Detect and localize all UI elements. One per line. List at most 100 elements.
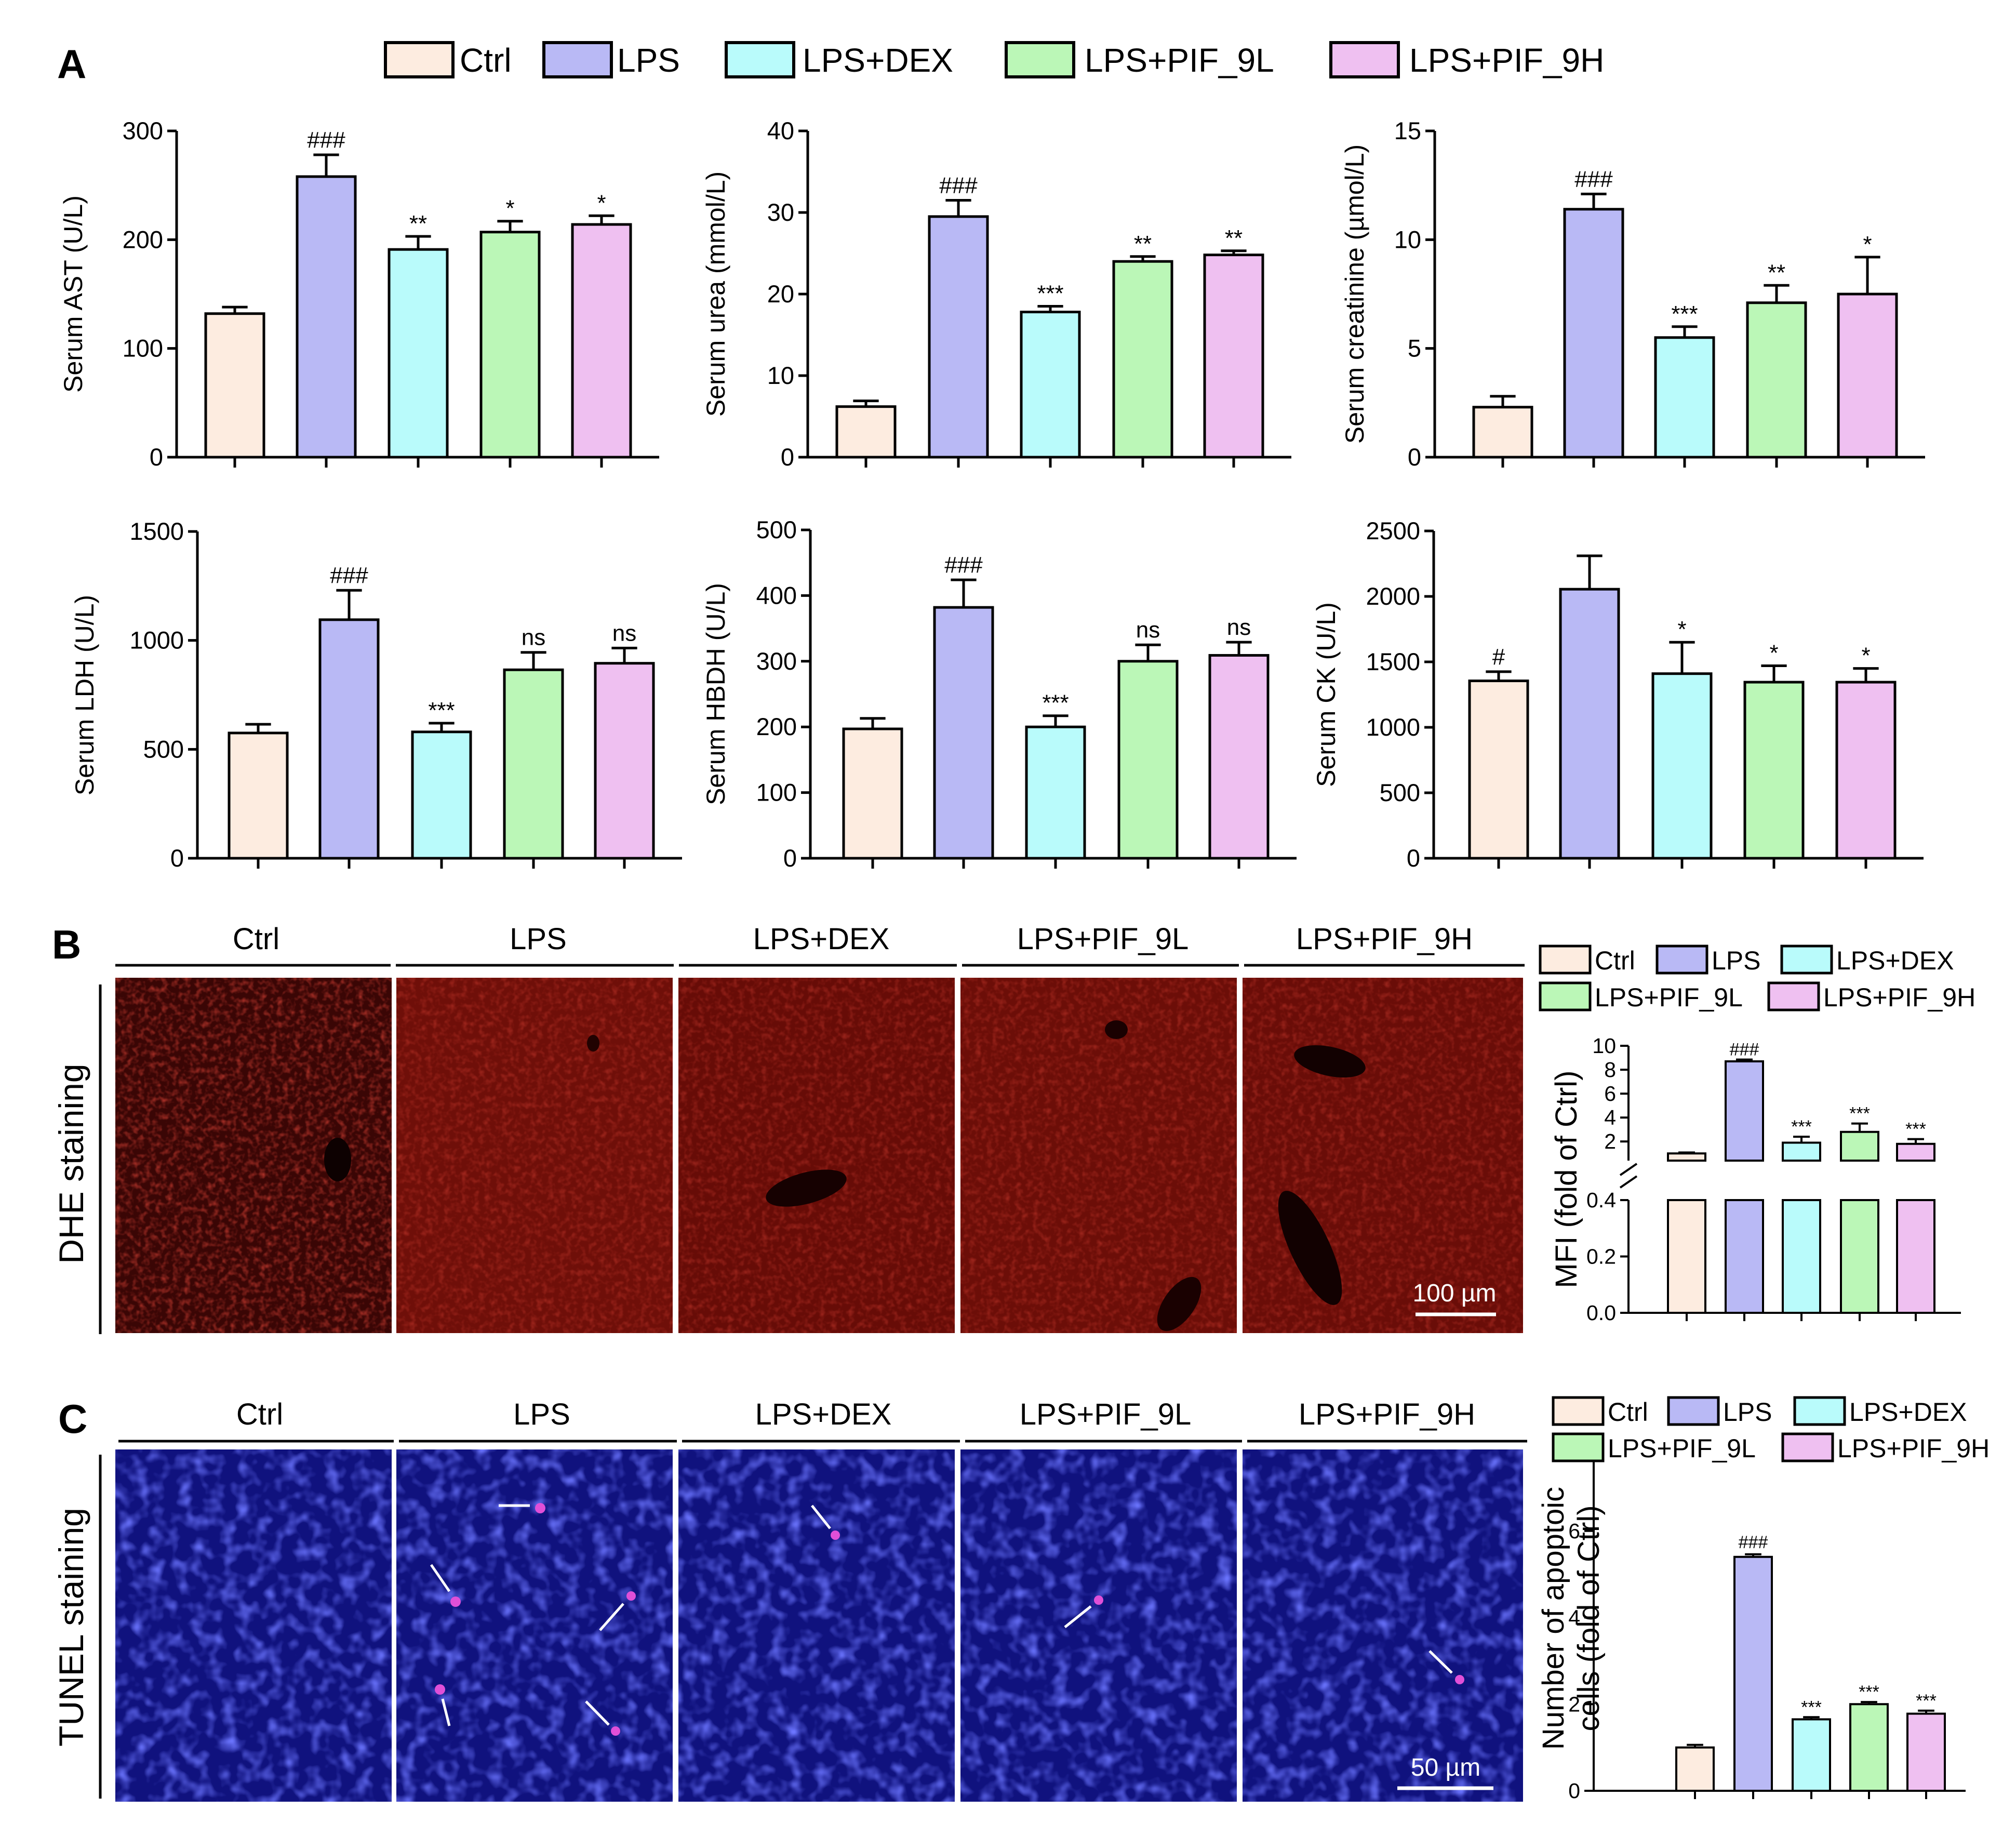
y-tick-label: 15 — [1394, 117, 1421, 144]
legend-swatch — [725, 41, 795, 78]
legend-swatch — [384, 41, 455, 78]
y-tick-label: 0 — [170, 844, 184, 872]
panel-c-column-titles: Ctrl LPS LPS+DEX LPS+PIF_9L LPS+PIF_9H — [118, 1398, 1527, 1443]
bar — [1117, 660, 1179, 860]
legend-label: LPS — [617, 42, 680, 79]
y-axis-label: Serum HBDH (U/L) — [701, 583, 730, 805]
legend-swatch — [1329, 41, 1400, 78]
significance-label: *** — [1801, 1697, 1822, 1717]
significance-label: ### — [330, 563, 368, 588]
column-title: LPS — [513, 1398, 570, 1431]
legend-swatch — [1552, 1432, 1605, 1462]
significance-label: *** — [1671, 301, 1698, 327]
significance-label: ** — [1225, 225, 1243, 251]
significance-label: ns — [1136, 617, 1160, 643]
column-title: LPS — [510, 922, 567, 956]
bar — [1725, 1060, 1764, 1162]
legend-label: LPS — [1712, 946, 1761, 975]
y-axis-label: Serum AST (U/L) — [59, 195, 88, 393]
y-tick-label: 500 — [756, 516, 797, 543]
legend-label: LPS+PIF_9L — [1595, 983, 1743, 1012]
y-tick-label: 300 — [123, 117, 163, 144]
panel-b-legend: Ctrl LPS LPS+DEX LPS+PIF_9L LPS+PIF_9H — [1539, 944, 1975, 1012]
bar — [1203, 254, 1264, 459]
bar — [571, 223, 632, 459]
bar — [479, 231, 541, 459]
legend-label: LPS+PIF_9H — [1409, 42, 1604, 79]
y-tick-label: 40 — [767, 117, 794, 144]
top-legend: Ctrl LPS LPS+DEX LPS+PIF_9L LPS+PIF_9H — [384, 41, 1604, 79]
apoptotic-cell — [535, 1503, 545, 1513]
dhe-vessel — [587, 1035, 599, 1052]
bar — [1896, 1199, 1935, 1314]
legend-swatch — [1539, 981, 1592, 1012]
y-tick-label: 2 — [1568, 1692, 1580, 1716]
dhe-image-row: 100 µm — [115, 978, 1523, 1333]
bar — [1025, 725, 1086, 860]
significance-label: ** — [409, 211, 427, 236]
y-tick-label: 6 — [1604, 1082, 1616, 1106]
arrow — [1428, 1650, 1453, 1674]
arrow — [1064, 1605, 1092, 1628]
tunel-image-lps — [396, 1449, 673, 1802]
legend-swatch — [1655, 944, 1708, 975]
legend-label: LPS+PIF_9L — [1085, 42, 1274, 79]
y-axis-label: MFI (fold of Ctrl) — [1550, 1071, 1583, 1288]
bar — [1725, 1199, 1764, 1314]
dhe-vessel — [1105, 1020, 1128, 1039]
y-tick-label: 20 — [767, 280, 794, 308]
y-tick-label: 400 — [756, 581, 797, 609]
y-axis-label: Serum creatinine (µmol/L) — [1340, 144, 1369, 444]
y-tick-label: 0 — [1568, 1779, 1580, 1803]
significance-label: *** — [1859, 1682, 1879, 1702]
bar — [933, 606, 994, 860]
bar — [503, 668, 564, 860]
significance-label: ### — [939, 172, 978, 198]
significance-label: ns — [1227, 615, 1251, 640]
bar — [1896, 1142, 1935, 1162]
bar — [1208, 654, 1270, 860]
significance-label: *** — [1037, 281, 1063, 307]
y-tick-label: 0 — [781, 443, 794, 471]
bar — [1849, 1703, 1889, 1792]
significance-label: # — [1492, 644, 1505, 670]
y-tick-label: 0 — [1407, 844, 1420, 872]
y-tick-label: 100 — [756, 779, 797, 806]
significance-label: ### — [307, 127, 345, 153]
axis-break — [1619, 1163, 1638, 1176]
bar — [1782, 1141, 1821, 1162]
column-title: Ctrl — [233, 922, 279, 956]
bar — [1906, 1712, 1946, 1792]
panel-label-b: B — [52, 922, 81, 967]
arrow — [430, 1564, 451, 1592]
y-tick-label: 10 — [767, 362, 794, 389]
tunel-image-dex — [678, 1449, 955, 1802]
significance-label: * — [597, 190, 606, 216]
significance-label: *** — [428, 698, 455, 723]
y-tick-label: 200 — [123, 225, 163, 253]
dhe-image-ctrl — [115, 978, 392, 1333]
panel-label-c: C — [58, 1396, 87, 1442]
significance-label: * — [505, 196, 514, 221]
y-tick-label: 1500 — [1366, 648, 1420, 675]
apoptotic-cell — [450, 1596, 461, 1607]
y-axis-label: Number of apoptoic — [1537, 1487, 1570, 1750]
significance-label: ns — [612, 620, 636, 646]
legend-swatch — [1780, 944, 1833, 975]
bar — [594, 662, 655, 860]
bar — [1743, 681, 1805, 860]
y-axis-label: cells (fold of Ctrl) — [1572, 1505, 1606, 1731]
significance-label: * — [1863, 232, 1872, 257]
significance-label: ### — [944, 552, 983, 578]
y-tick-label: 0 — [1408, 443, 1421, 471]
significance-label: *** — [1849, 1104, 1870, 1124]
y-tick-label: 2 — [1604, 1129, 1616, 1153]
significance-label: *** — [1905, 1120, 1926, 1139]
y-axis-label: Serum CK (U/L) — [1312, 602, 1341, 787]
bar — [1840, 1130, 1879, 1162]
significance-label: ### — [1730, 1040, 1759, 1059]
legend-swatch — [1539, 944, 1592, 975]
